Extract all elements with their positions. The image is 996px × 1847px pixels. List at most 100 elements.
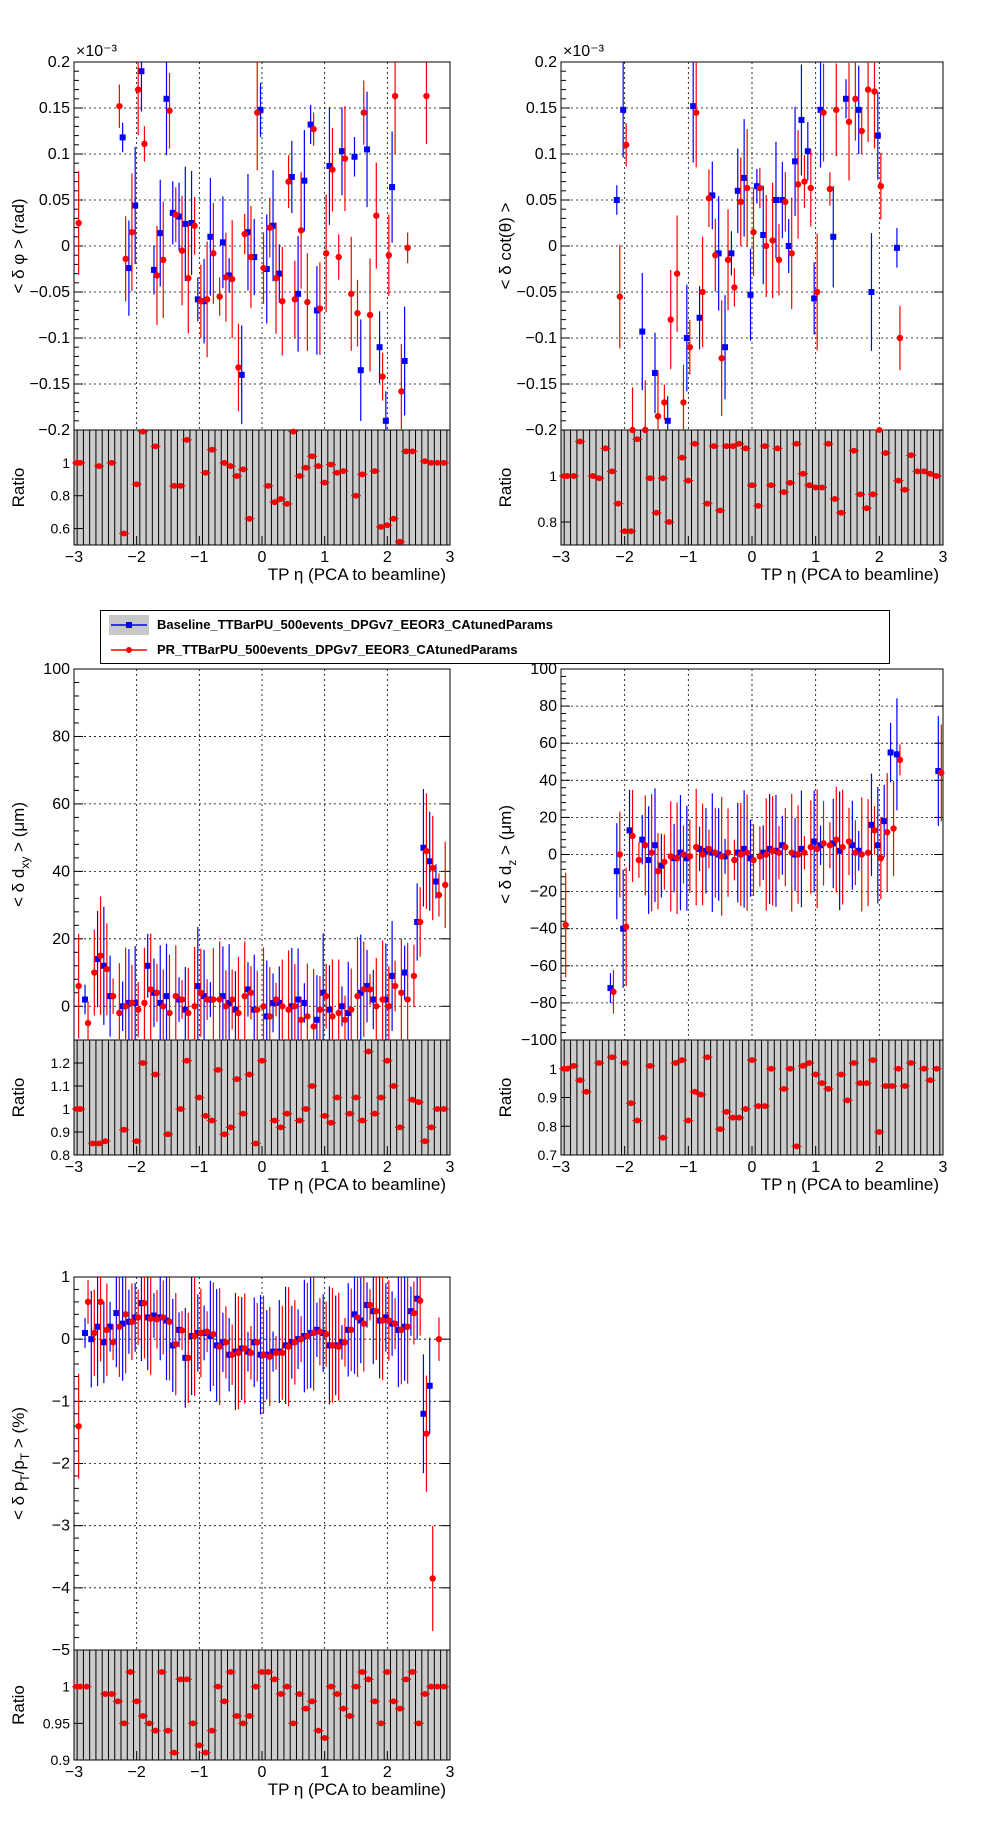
data-point-pr	[398, 388, 405, 395]
data-point-baseline	[132, 999, 139, 1006]
data-point-baseline	[817, 842, 824, 849]
ratio-point	[108, 459, 115, 466]
data-point-pr	[291, 1003, 299, 1010]
ratio-point	[403, 1676, 410, 1683]
data-point-baseline	[817, 106, 824, 113]
data-point-pr	[335, 1343, 342, 1350]
x-tick-label: −2	[128, 1159, 146, 1176]
data-point-pr	[185, 275, 192, 282]
ratio-point	[621, 528, 628, 535]
ratio-point	[780, 489, 787, 496]
data-point-pr	[813, 845, 821, 853]
data-point-pr	[724, 849, 732, 856]
data-point-pr	[191, 222, 198, 229]
data-point-pr	[833, 106, 840, 114]
data-point-pr	[141, 140, 148, 148]
x-tick-label: 2	[383, 1764, 392, 1781]
ratio-point	[793, 440, 800, 447]
ratio-point	[271, 1117, 278, 1124]
ratio-point	[165, 1727, 171, 1734]
data-point-pr	[166, 107, 173, 114]
data-point-pr	[416, 1297, 424, 1304]
ratio-point	[933, 473, 940, 479]
data-point-baseline	[226, 272, 233, 279]
panel-cottheta: −0.2 −0.15 −0.1 −0.05 0 0.05 0.1 0.15 0.2 ×10⁻³ < …	[496, 43, 948, 584]
data-point-baseline	[276, 1348, 283, 1355]
data-point-pr	[272, 996, 280, 1003]
data-point-pr	[385, 252, 393, 259]
data-point-pr	[134, 1006, 142, 1013]
ratio-point	[742, 1106, 749, 1112]
data-point-baseline	[301, 177, 308, 184]
data-point-pr	[807, 184, 814, 192]
ratio-point	[882, 1083, 889, 1089]
ratio-point	[315, 463, 322, 470]
ratio-y-tick-label: 0.8	[538, 1118, 558, 1134]
data-point-pr	[134, 1314, 142, 1321]
data-point-pr	[884, 829, 891, 836]
series-pr	[75, 793, 449, 1040]
data-point-pr	[348, 1326, 355, 1334]
gridlines	[74, 1277, 450, 1650]
x-tick-label: −2	[128, 549, 146, 566]
ratio-y-ticks: 0.9 0.95 1	[43, 1679, 83, 1768]
y-tick-label: −3	[52, 1518, 70, 1535]
ratio-points	[559, 1054, 942, 1150]
ratio-point	[672, 1060, 679, 1066]
ratio-point	[920, 468, 927, 475]
ratio-point	[825, 440, 832, 447]
data-point-baseline	[150, 266, 157, 273]
data-point-pr	[845, 118, 853, 126]
data-point-pr	[693, 843, 700, 851]
ratio-point	[850, 447, 857, 454]
ratio-point	[857, 491, 864, 498]
y-tick-label: −0.15	[517, 376, 558, 393]
data-point-baseline	[232, 1348, 239, 1355]
ratio-frame	[73, 1649, 451, 1761]
ratio-point	[564, 473, 571, 479]
data-point-pr	[235, 1349, 242, 1357]
data-point-pr	[718, 853, 725, 860]
y-tick-label: 0.05	[39, 192, 70, 209]
data-point-pr	[673, 270, 681, 277]
ratio-point	[415, 1099, 422, 1106]
data-point-pr	[310, 125, 317, 133]
ratio-point	[139, 428, 146, 435]
x-tick-label: 3	[939, 549, 948, 566]
ratio-point	[698, 1091, 705, 1098]
data-point-pr	[166, 1009, 173, 1017]
ratio-point	[869, 491, 876, 498]
ratio-point	[265, 1669, 272, 1675]
data-point-pr	[247, 253, 255, 261]
legend-pr-label: PR_TTBarPU_500events_DPGv7_EEOR3_CAtuned…	[157, 642, 518, 657]
ratio-point	[334, 1691, 341, 1697]
data-point-pr	[366, 311, 374, 319]
data-point-pr	[241, 1345, 248, 1352]
data-point-pr	[160, 1003, 167, 1010]
x-tick-label: 2	[383, 1159, 392, 1176]
data-point-pr	[153, 1316, 161, 1323]
data-point-baseline	[295, 996, 302, 1003]
ratio-point	[736, 1114, 743, 1121]
data-point-pr	[699, 851, 706, 858]
data-point-pr	[807, 843, 814, 851]
ratio-point	[102, 1138, 109, 1145]
data-point-pr	[661, 858, 668, 866]
ratio-point	[139, 1713, 146, 1719]
data-point-pr	[769, 237, 776, 244]
y-tick-label: 0.2	[535, 54, 557, 71]
data-point-pr	[379, 1317, 386, 1324]
data-point-baseline	[715, 250, 722, 257]
data-point-pr	[348, 1006, 355, 1013]
y-tick-label: 40	[52, 863, 70, 880]
ratio-point	[819, 1080, 826, 1087]
ratio-y-tick-label: 1	[62, 1101, 70, 1117]
data-point-pr	[360, 109, 367, 116]
ratio-point	[227, 463, 234, 470]
ratio-point	[246, 1071, 253, 1078]
ratio-point	[365, 1676, 372, 1683]
x-tick-label: 1	[320, 1159, 329, 1176]
data-point-pr	[297, 227, 305, 234]
data-point-baseline	[652, 842, 658, 849]
data-point-pr	[128, 229, 136, 236]
